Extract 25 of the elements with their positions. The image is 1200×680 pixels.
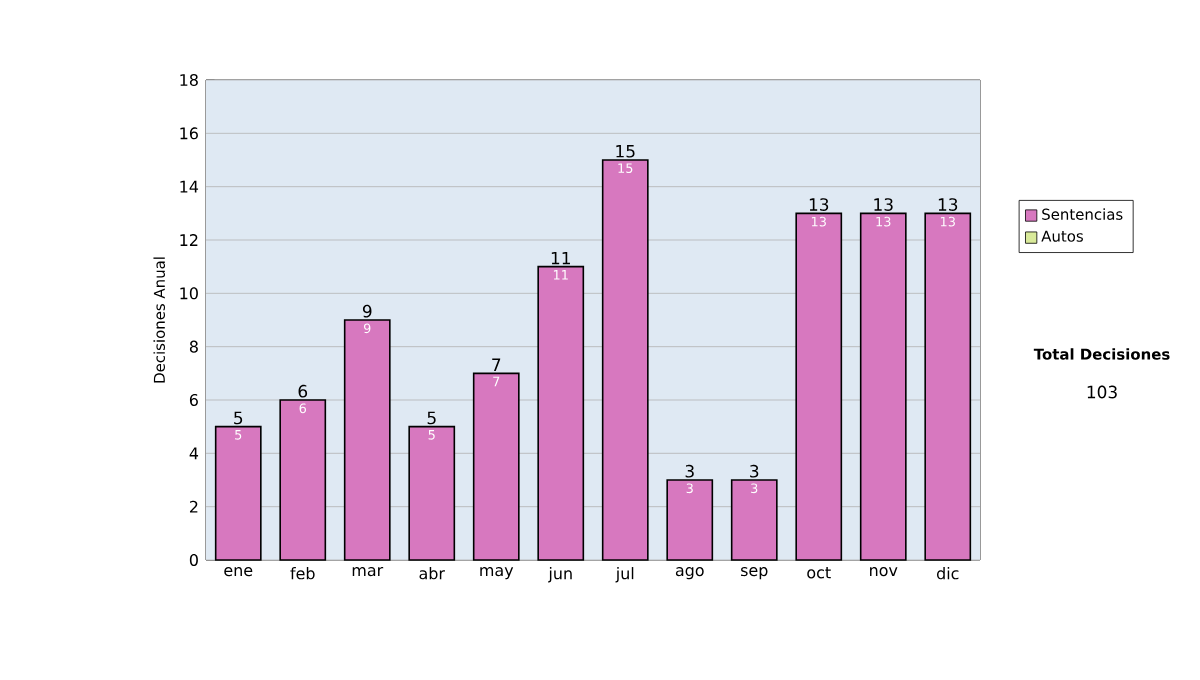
total-label: 11: [551, 251, 570, 265]
bar: [730, 479, 778, 561]
bar: [666, 479, 714, 561]
total-label: 13: [874, 198, 893, 211]
total-label: 5: [234, 411, 243, 425]
total-label: 13: [938, 198, 958, 211]
bar: [924, 212, 972, 561]
bar: [408, 425, 456, 561]
text: 103: [1087, 385, 1117, 399]
total-label: 5: [427, 411, 436, 425]
total-label: 9: [362, 304, 372, 318]
total-label: 15: [616, 145, 635, 158]
bar: [279, 399, 327, 561]
total-label: 7: [492, 358, 501, 371]
bar: [601, 159, 649, 561]
bar: [214, 425, 262, 561]
bar: [343, 319, 391, 561]
total-label: 3: [750, 464, 759, 478]
total-label: 3: [685, 464, 694, 478]
bar: [859, 212, 907, 561]
total-label: 6: [298, 384, 308, 398]
bar: [795, 212, 843, 561]
bar: [472, 372, 520, 561]
bar: [537, 265, 585, 561]
total-label: 13: [809, 198, 829, 211]
